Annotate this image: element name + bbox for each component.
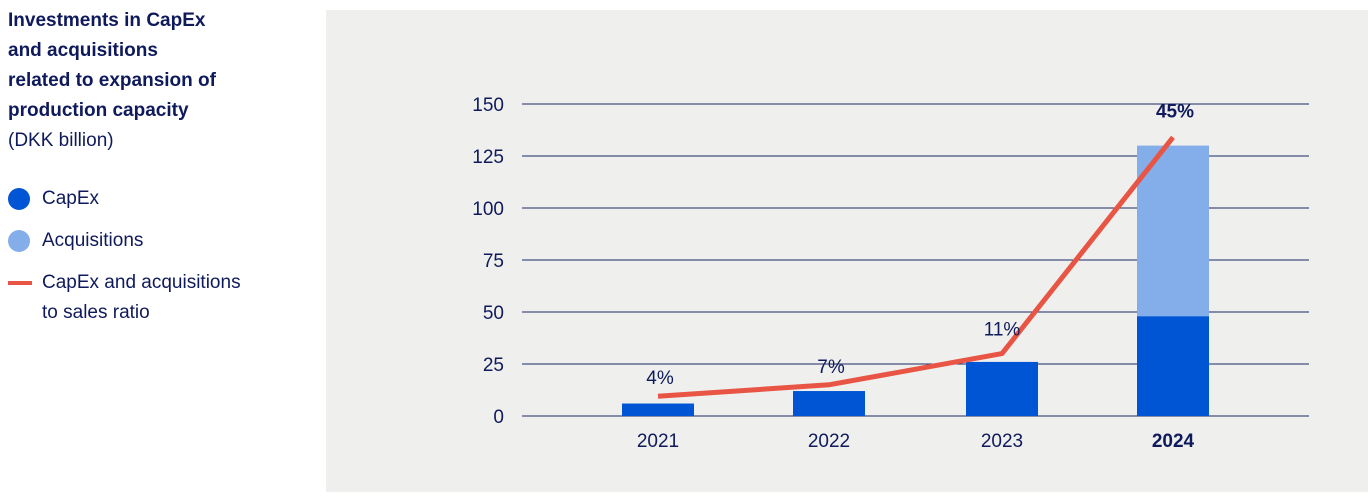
x-tick-label-2023: 2023: [981, 431, 1023, 452]
chart-title: Investments in CapEx and acquisitions re…: [8, 10, 216, 121]
bar-capex-2022: [793, 391, 865, 416]
x-tick-label-2021: 2021: [637, 431, 679, 452]
ratio-label-2022: 7%: [817, 357, 845, 378]
ratio-label-2021: 4%: [646, 368, 674, 389]
chart-legend: CapEx Acquisitions CapEx and acquisition…: [8, 184, 308, 340]
bar-acquisitions-2024: [1137, 145, 1209, 317]
legend-label-acquisitions: Acquisitions: [42, 230, 144, 251]
y-tick-label: 0: [493, 407, 504, 428]
legend-item-acquisitions: Acquisitions: [8, 226, 308, 256]
bar-capex-2023: [966, 361, 1038, 416]
ratio-label-2024: 45%: [1156, 101, 1194, 122]
y-tick-label: 150: [472, 95, 504, 116]
capex-swatch: [8, 188, 30, 210]
ratio-line-swatch: [8, 281, 32, 285]
legend-label-capex: CapEx: [42, 188, 100, 209]
chart-panel: 0 25 50 75 100 125 150 4% 7% 11% 45% 2021 2022 2023…: [326, 10, 1368, 492]
ratio-line: [657, 135, 1175, 399]
legend-label-ratio: CapEx and acquisitions to sales ratio: [42, 272, 241, 323]
ratio-line-layer: [657, 135, 1175, 399]
data-labels: 4% 7% 11% 45%: [646, 101, 1194, 389]
y-tick-label: 125: [472, 147, 504, 168]
y-tick-label: 75: [483, 251, 504, 272]
x-tick-label-2024: 2024: [1152, 431, 1195, 452]
chart-svg: 0 25 50 75 100 125 150 4% 7% 11% 45% 2021 2022 2023…: [472, 95, 1309, 452]
x-tick-labels: 2021 2022 2023 2024: [637, 431, 1195, 452]
legend-item-capex: CapEx: [8, 184, 308, 214]
y-tick-label: 100: [472, 199, 504, 220]
legend-item-ratio: CapEx and acquisitions to sales ratio: [8, 268, 308, 328]
chart-header: Investments in CapEx and acquisitions re…: [8, 6, 308, 156]
acquisitions-swatch: [8, 230, 30, 252]
y-tick-label: 50: [483, 303, 504, 324]
x-tick-label-2022: 2022: [808, 431, 850, 452]
y-tick-label: 25: [483, 355, 504, 376]
chart-subtitle: (DKK billion): [8, 130, 114, 151]
gridlines: [522, 103, 1309, 417]
ratio-label-2023: 11%: [984, 320, 1021, 341]
y-tick-labels: 0 25 50 75 100 125 150: [472, 95, 504, 428]
bars: [622, 145, 1209, 416]
bar-capex-2021: [622, 403, 694, 416]
bar-capex-2024: [1137, 316, 1209, 416]
